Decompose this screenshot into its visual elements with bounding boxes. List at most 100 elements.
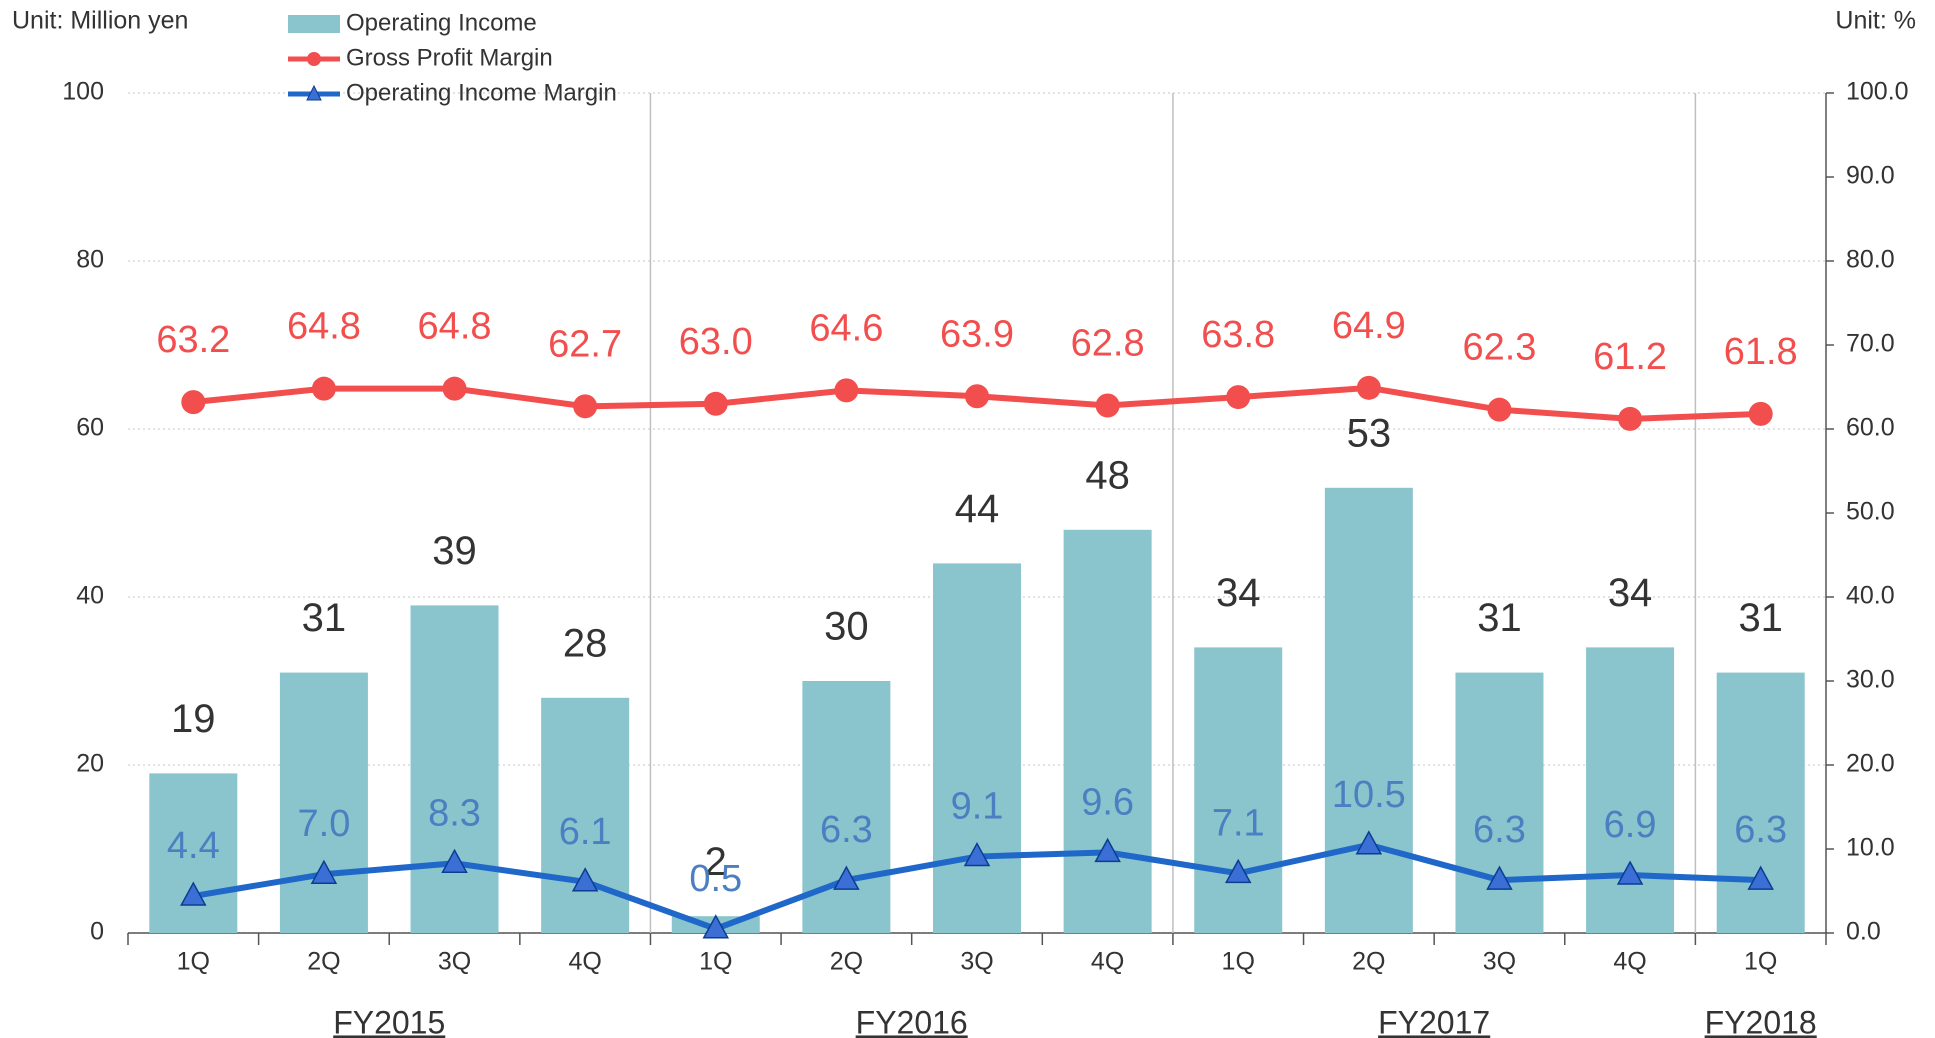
line-value-label: 64.6 [809, 307, 883, 349]
line-value-label: 62.8 [1071, 323, 1145, 365]
line-value-label: 63.0 [679, 321, 753, 363]
bar-value-label: 19 [171, 697, 216, 741]
group-label: FY2015 [333, 1004, 445, 1038]
marker [573, 394, 598, 419]
line-value-label: 6.9 [1604, 804, 1657, 846]
marker [1616, 860, 1644, 885]
line-value-label: 6.3 [1734, 809, 1787, 851]
line-value-label: 9.6 [1081, 781, 1134, 823]
marker [1486, 865, 1513, 890]
y2-tick-label: 70.0 [1846, 330, 1895, 358]
marker [181, 390, 206, 415]
line-value-label: 63.2 [156, 319, 230, 361]
marker [703, 391, 728, 416]
marker [1356, 375, 1381, 400]
x-tick-label: 4Q [1613, 948, 1646, 976]
marker [571, 867, 599, 892]
marker [702, 914, 730, 939]
y2-axis-label: Unit: % [1835, 7, 1916, 35]
line-value-label: 7.0 [298, 803, 351, 845]
y-tick-label: 0 [90, 918, 104, 946]
bar [149, 773, 238, 933]
group-label: FY2016 [856, 1004, 968, 1038]
y2-tick-label: 60.0 [1846, 414, 1895, 442]
x-tick-label: 1Q [177, 948, 210, 976]
line-value-label: 0.5 [689, 858, 742, 900]
y-tick-label: 40 [76, 582, 104, 610]
x-tick-label: 2Q [1352, 948, 1385, 976]
bar [1455, 672, 1544, 933]
group-label: FY2018 [1705, 1004, 1817, 1038]
marker [310, 859, 338, 884]
bar-value-label: 31 [1477, 596, 1522, 640]
marker [441, 848, 468, 874]
y2-tick-label: 10.0 [1846, 834, 1895, 862]
bar-value-label: 48 [1085, 453, 1130, 497]
bar-value-label: 39 [432, 529, 477, 573]
marker [1355, 830, 1383, 855]
bar-value-label: 28 [563, 621, 608, 665]
bar-value-label: 34 [1216, 571, 1261, 615]
y-axis-label: Unit: Million yen [12, 7, 188, 35]
bar-value-label: 34 [1608, 571, 1653, 615]
line-value-label: 6.1 [559, 811, 612, 853]
marker [963, 841, 991, 867]
marker [1618, 406, 1643, 431]
x-tick-label: 3Q [438, 948, 471, 976]
marker [834, 378, 859, 403]
bar-value-label: 44 [955, 487, 1000, 531]
marker [1487, 397, 1512, 422]
line-value-label: 9.1 [951, 786, 1004, 828]
marker [311, 376, 336, 401]
bar [1063, 529, 1152, 933]
line-value-label: 6.3 [820, 809, 873, 851]
group-label: FY2017 [1378, 1004, 1490, 1038]
marker [442, 376, 467, 401]
bar [1716, 672, 1805, 933]
bar-value-label: 31 [1738, 596, 1783, 640]
line-value-label: 61.2 [1593, 336, 1667, 378]
y-tick-label: 80 [76, 246, 104, 274]
x-tick-label: 1Q [699, 948, 732, 976]
marker [1748, 401, 1773, 426]
line-value-label: 10.5 [1332, 774, 1406, 816]
line-value-label: 7.1 [1212, 802, 1265, 844]
bar [802, 681, 891, 933]
bar [1324, 487, 1413, 933]
y2-tick-label: 80.0 [1846, 246, 1895, 274]
line-value-label: 63.8 [1201, 314, 1275, 356]
line-value-label: 62.7 [548, 323, 622, 365]
bar [410, 605, 499, 933]
y2-tick-label: 50.0 [1846, 498, 1895, 526]
y-tick-label: 100 [62, 78, 104, 106]
legend-label: Gross Profit Margin [346, 44, 553, 71]
bar-value-label: 2 [705, 840, 727, 884]
marker [1094, 837, 1121, 863]
bar [933, 563, 1021, 933]
legend-swatch [288, 15, 340, 33]
x-tick-label: 1Q [1222, 948, 1255, 976]
marker [1226, 385, 1251, 410]
legend-label: Operating Income Margin [346, 79, 617, 106]
line-value-label: 64.8 [287, 306, 361, 348]
marker [180, 881, 207, 906]
line-value-label: 61.8 [1724, 331, 1798, 373]
line-value-label: 63.9 [940, 313, 1014, 355]
x-tick-label: 4Q [1091, 948, 1124, 976]
line-value-label: 64.9 [1332, 305, 1406, 347]
x-tick-label: 2Q [830, 948, 863, 976]
bar-value-label: 30 [824, 605, 869, 649]
marker [1095, 393, 1120, 418]
x-tick-label: 2Q [307, 948, 340, 976]
line-value-label: 62.3 [1462, 327, 1536, 369]
line-value-label: 4.4 [167, 825, 220, 867]
x-tick-label: 3Q [960, 948, 993, 976]
y2-tick-label: 20.0 [1846, 750, 1895, 778]
legend-marker [307, 52, 321, 66]
y2-tick-label: 40.0 [1846, 582, 1895, 610]
y2-tick-label: 0.0 [1846, 918, 1881, 946]
legend-marker [306, 84, 322, 101]
y2-tick-label: 100.0 [1846, 78, 1909, 106]
